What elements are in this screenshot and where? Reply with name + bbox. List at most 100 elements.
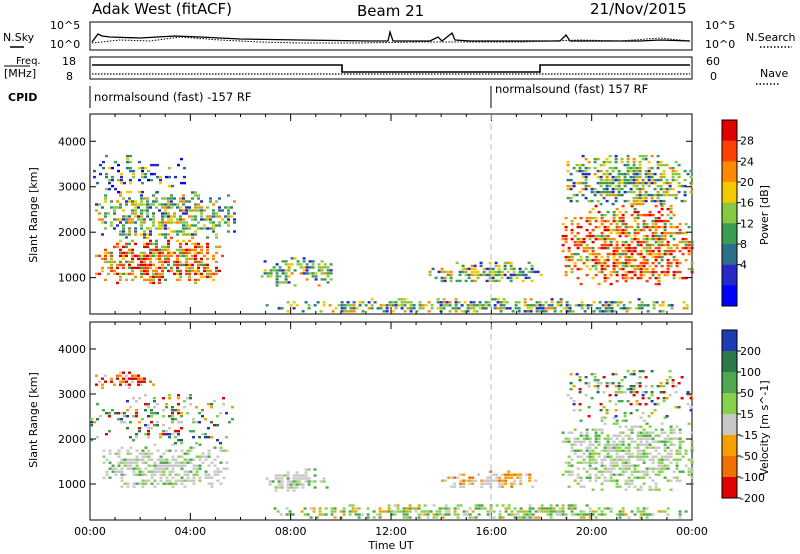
power-data-cell (648, 249, 652, 253)
velocity-data-cell (137, 377, 140, 380)
power-data-cell (443, 270, 447, 274)
power-data-cell (143, 266, 146, 270)
power-data-cell (570, 252, 574, 256)
power-data-cell (659, 202, 663, 206)
power-data-cell (197, 203, 200, 206)
power-data-cell (671, 193, 675, 197)
power-data-cell (566, 169, 570, 173)
velocity-colorbar-tick-label: -100 (740, 471, 765, 484)
velocity-data-cell (669, 425, 673, 428)
power-data-cell (168, 184, 171, 188)
power-data-cell (152, 263, 155, 267)
power-data-cell (233, 230, 236, 233)
power-data-cell (659, 199, 663, 203)
power-data-cell (645, 222, 649, 226)
power-data-cell (448, 304, 452, 307)
power-data-cell (588, 231, 592, 235)
velocity-data-cell (114, 412, 117, 415)
power-data-cell (424, 304, 428, 307)
power-data-cell (509, 264, 513, 268)
power-data-cell (597, 270, 601, 274)
velocity-data-cell (567, 461, 571, 464)
power-data-cell (657, 279, 661, 283)
power-data-cell (159, 181, 162, 185)
power-data-cell (612, 261, 616, 265)
power-data-cell (134, 266, 137, 270)
power-data-cell (584, 178, 588, 182)
velocity-data-cell (612, 416, 616, 419)
velocity-data-cell (510, 510, 514, 513)
velocity-data-cell (324, 507, 328, 510)
velocity-data-cell (657, 458, 661, 461)
velocity-data-cell (198, 412, 201, 415)
power-data-cell (111, 184, 114, 188)
velocity-data-cell (645, 422, 649, 425)
power-data-cell (666, 264, 670, 268)
velocity-data-cell (656, 397, 660, 400)
velocity-data-cell (678, 470, 682, 473)
velocity-data-cell (653, 409, 657, 412)
power-data-cell (608, 193, 612, 197)
power-data-cell (683, 178, 687, 182)
velocity-data-cell (274, 486, 278, 489)
power-data-cell (287, 269, 291, 272)
velocity-data-cell (292, 474, 296, 477)
power-data-cell (612, 210, 616, 214)
power-data-cell (185, 263, 188, 267)
velocity-data-cell (141, 455, 145, 458)
velocity-data-cell (486, 513, 490, 516)
velocity-data-cell (516, 476, 520, 479)
velocity-data-cell (150, 476, 154, 479)
velocity-data-cell (198, 455, 202, 458)
velocity-data-cell (675, 425, 679, 428)
velocity-data-cell (630, 470, 634, 473)
power-data-cell (663, 273, 667, 277)
power-data-cell (659, 172, 663, 176)
velocity-data-cell (468, 516, 472, 519)
power-data-cell (654, 231, 658, 235)
velocity-data-cell (513, 516, 517, 519)
power-data-cell (506, 270, 510, 274)
power-data-cell (206, 206, 209, 209)
velocity-data-cell (319, 480, 323, 483)
power-data-cell (180, 157, 183, 161)
power-data-cell (439, 301, 443, 304)
velocity-data-cell (474, 516, 478, 519)
power-data-cell (197, 242, 200, 246)
velocity-data-cell (603, 479, 607, 482)
power-data-cell (669, 264, 673, 268)
power-data-cell (624, 222, 628, 226)
velocity-data-cell (177, 403, 180, 406)
power-data-cell (658, 310, 662, 313)
power-data-cell (635, 172, 639, 176)
power-data-cell (591, 264, 595, 268)
velocity-data-cell (549, 504, 553, 507)
power-data-cell (152, 200, 155, 203)
velocity-data-cell (159, 473, 163, 476)
power-data-cell (641, 157, 645, 161)
velocity-data-cell (629, 391, 633, 394)
velocity-data-cell (219, 461, 223, 464)
velocity-data-cell (144, 455, 148, 458)
velocity-data-cell (277, 483, 281, 486)
velocity-data-cell (567, 504, 571, 507)
power-data-cell (623, 190, 627, 194)
velocity-data-cell (678, 428, 682, 431)
power-data-cell (161, 233, 164, 236)
velocity-data-cell (642, 461, 646, 464)
power-data-cell (173, 260, 176, 264)
velocity-data-cell (171, 458, 175, 461)
velocity-data-cell (654, 473, 658, 476)
velocity-data-cell (531, 516, 535, 519)
velocity-data-cell (117, 412, 120, 415)
power-data-cell (564, 234, 568, 238)
power-data-cell (627, 243, 631, 247)
velocity-data-cell (648, 437, 652, 440)
power-data-cell (585, 258, 589, 262)
power-data-cell (95, 203, 98, 206)
power-data-cell (206, 215, 209, 218)
velocity-data-cell (615, 443, 619, 446)
power-data-cell (594, 219, 598, 223)
velocity-data-cell (468, 476, 472, 479)
power-data-cell (526, 304, 530, 307)
